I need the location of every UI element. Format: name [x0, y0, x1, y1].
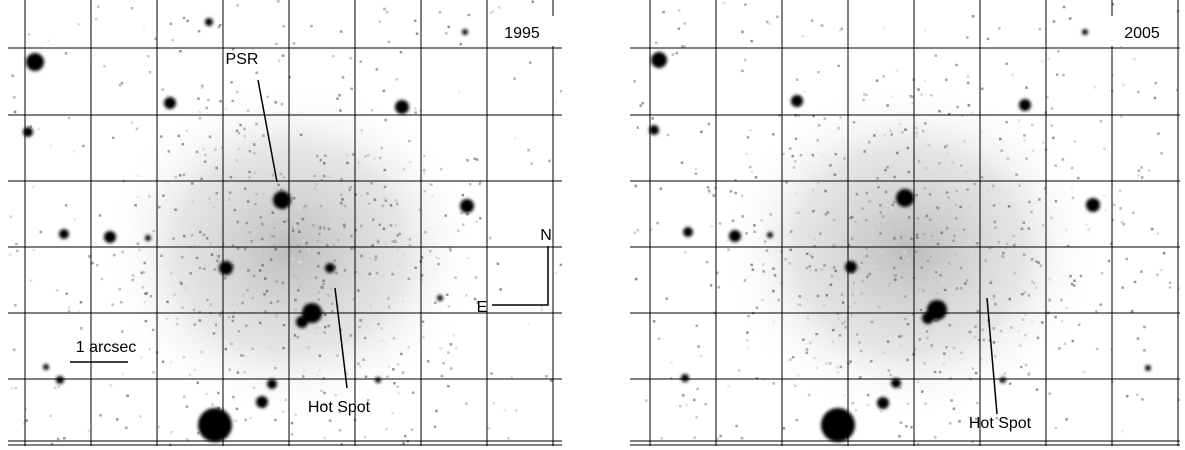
scale-label: 1 arcsec: [76, 339, 136, 356]
year-label: 2005: [1124, 25, 1160, 42]
north-label: N: [540, 227, 552, 244]
east-label: E: [477, 299, 488, 316]
hot-spot-label: Hot Spot: [308, 399, 371, 416]
psr-label: PSR: [226, 51, 259, 68]
hot-spot-label: Hot Spot: [969, 415, 1032, 432]
panel-2005: [630, 0, 1180, 446]
year-label: 1995: [504, 25, 540, 42]
panel-1995: [8, 0, 562, 446]
